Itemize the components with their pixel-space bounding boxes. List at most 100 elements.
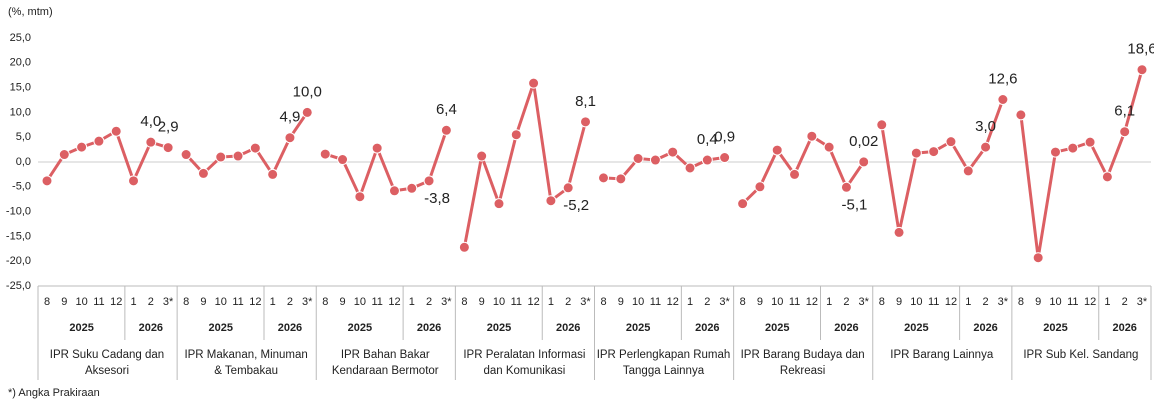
data-point — [893, 226, 905, 238]
year-label: 2026 — [278, 322, 302, 334]
x-tick-label: 12 — [249, 296, 261, 308]
year-label: 2025 — [626, 322, 650, 334]
data-point — [806, 130, 818, 142]
x-tick-label: 11 — [1067, 296, 1078, 308]
data-point — [632, 153, 644, 165]
x-tick-label: 8 — [1018, 296, 1024, 308]
data-label: 0,9 — [714, 129, 735, 146]
x-tick-label: 8 — [600, 296, 606, 308]
data-point — [545, 195, 557, 207]
data-label: -3,8 — [424, 190, 450, 207]
x-tick-label: 2 — [1122, 296, 1128, 308]
data-point — [980, 141, 992, 153]
x-tick-label: 8 — [879, 296, 885, 308]
data-point — [197, 167, 209, 179]
data-label: 0,02 — [849, 133, 878, 150]
x-tick-label: 9 — [61, 296, 67, 308]
data-point — [110, 125, 122, 137]
panel-label: IPR Peralatan Informasi dan Komunikasi — [463, 349, 586, 377]
data-point — [1067, 142, 1079, 154]
data-label: 18,6 — [1127, 41, 1154, 58]
x-tick-label: 11 — [789, 296, 800, 308]
x-tick-label: 11 — [511, 296, 522, 308]
x-tick-label: 8 — [322, 296, 328, 308]
panel-label: IPR Barang Budaya dan Rekreasi — [740, 349, 865, 377]
data-point — [232, 150, 244, 162]
data-point — [93, 135, 105, 147]
series-line — [1019, 69, 1144, 258]
y-tick-label: 10,0 — [10, 106, 31, 118]
data-point — [423, 175, 435, 187]
data-point — [667, 146, 679, 158]
data-point — [354, 191, 366, 203]
x-tick-label: 3* — [163, 296, 174, 308]
data-point — [406, 182, 418, 194]
data-point — [319, 148, 331, 160]
data-point — [789, 168, 801, 180]
year-label: 2025 — [904, 322, 928, 334]
data-point — [162, 142, 174, 154]
x-tick-label: 3* — [441, 296, 452, 308]
data-point — [301, 106, 313, 118]
year-label: 2025 — [69, 322, 93, 334]
data-point — [928, 146, 940, 158]
data-point — [145, 136, 157, 148]
x-tick-label: 3* — [1137, 296, 1148, 308]
x-tick-label: 12 — [527, 296, 539, 308]
data-point — [562, 182, 574, 194]
data-point — [128, 175, 140, 187]
year-label: 2026 — [973, 322, 997, 334]
data-point — [440, 124, 452, 136]
year-label: 2026 — [556, 322, 580, 334]
year-label: 2026 — [417, 322, 441, 334]
data-label: 12,6 — [988, 70, 1017, 87]
x-tick-label: 9 — [618, 296, 624, 308]
series-line — [741, 134, 865, 205]
data-point — [1136, 64, 1148, 76]
panel-label: IPR Suku Cadang dan Aksesori — [49, 349, 165, 377]
data-point — [823, 141, 835, 153]
data-point — [1101, 171, 1113, 183]
x-tick-label: 10 — [910, 296, 922, 308]
data-point — [737, 198, 749, 210]
x-tick-label: 12 — [1084, 296, 1096, 308]
x-tick-label: 10 — [771, 296, 783, 308]
x-tick-label: 2 — [426, 296, 432, 308]
data-point — [267, 168, 279, 180]
x-tick-label: 10 — [1049, 296, 1061, 308]
y-tick-label: 15,0 — [10, 82, 31, 94]
data-point — [493, 198, 505, 210]
x-tick-label: 11 — [371, 296, 382, 308]
x-tick-label: 9 — [200, 296, 206, 308]
data-point — [598, 172, 609, 184]
x-tick-label: 1 — [965, 296, 971, 308]
data-point — [41, 175, 53, 187]
x-tick-label: 11 — [93, 296, 104, 308]
x-tick-label: 3* — [859, 296, 870, 308]
data-point — [945, 136, 957, 148]
footnote: *) Angka Prakiraan — [8, 387, 100, 399]
x-tick-label: 3* — [302, 296, 313, 308]
data-label: 0,4 — [697, 131, 718, 148]
x-tick-label: 11 — [650, 296, 661, 308]
year-label: 2026 — [834, 322, 858, 334]
year-label: 2026 — [139, 322, 163, 334]
data-point — [528, 77, 540, 89]
x-tick-label: 8 — [44, 296, 50, 308]
data-point — [337, 154, 349, 166]
x-tick-label: 10 — [632, 296, 644, 308]
x-tick-label: 1 — [270, 296, 276, 308]
x-tick-label: 9 — [479, 296, 485, 308]
y-tick-label: 20,0 — [10, 57, 31, 69]
data-point — [754, 181, 766, 193]
data-point — [1119, 126, 1131, 138]
data-point — [249, 142, 261, 154]
year-label: 2025 — [348, 322, 372, 334]
x-tick-label: 1 — [548, 296, 554, 308]
x-tick-label: 9 — [757, 296, 763, 308]
data-point — [284, 132, 296, 144]
x-tick-label: 12 — [806, 296, 818, 308]
x-tick-label: 10 — [354, 296, 366, 308]
x-tick-label: 11 — [232, 296, 243, 308]
